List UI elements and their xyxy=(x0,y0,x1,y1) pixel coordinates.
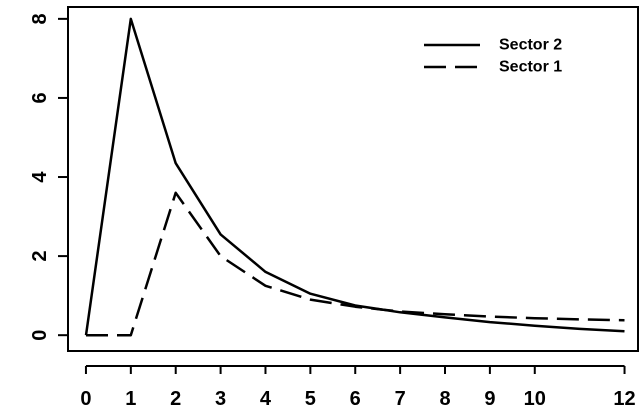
y-axis: 0 2 4 6 8 xyxy=(29,13,68,341)
series-line-2 xyxy=(86,191,625,337)
series-layer xyxy=(84,17,625,337)
x-tick-label: 12 xyxy=(613,388,635,410)
y-tick-label: 6 xyxy=(29,92,51,103)
x-tick-label: 7 xyxy=(395,388,406,410)
x-tick-label: 4 xyxy=(260,388,272,410)
x-tick-label: 9 xyxy=(484,388,495,410)
x-tick-label: 1 xyxy=(125,388,136,410)
legend-label: Sector 1 xyxy=(499,59,562,76)
x-tick-label: 2 xyxy=(170,388,181,410)
x-tick-label: 10 xyxy=(524,388,546,410)
legend-label: Sector 2 xyxy=(499,37,562,54)
x-tick-label: 6 xyxy=(350,388,361,410)
x-axis: 0 1 2 3 4 5 6 7 8 9 10 12 xyxy=(80,365,636,410)
y-tick-label: 2 xyxy=(29,251,51,262)
legend: Sector 2 Sector 1 xyxy=(424,37,562,76)
y-tick-label: 8 xyxy=(29,13,51,24)
x-tick-label: 0 xyxy=(80,388,91,410)
x-tick-label: 8 xyxy=(439,388,450,410)
plot-frame xyxy=(67,6,639,352)
x-tick-label: 5 xyxy=(305,388,316,410)
y-tick-label: 4 xyxy=(29,171,51,183)
x-tick-label: 3 xyxy=(215,388,226,410)
y-tick-label: 0 xyxy=(29,330,51,341)
